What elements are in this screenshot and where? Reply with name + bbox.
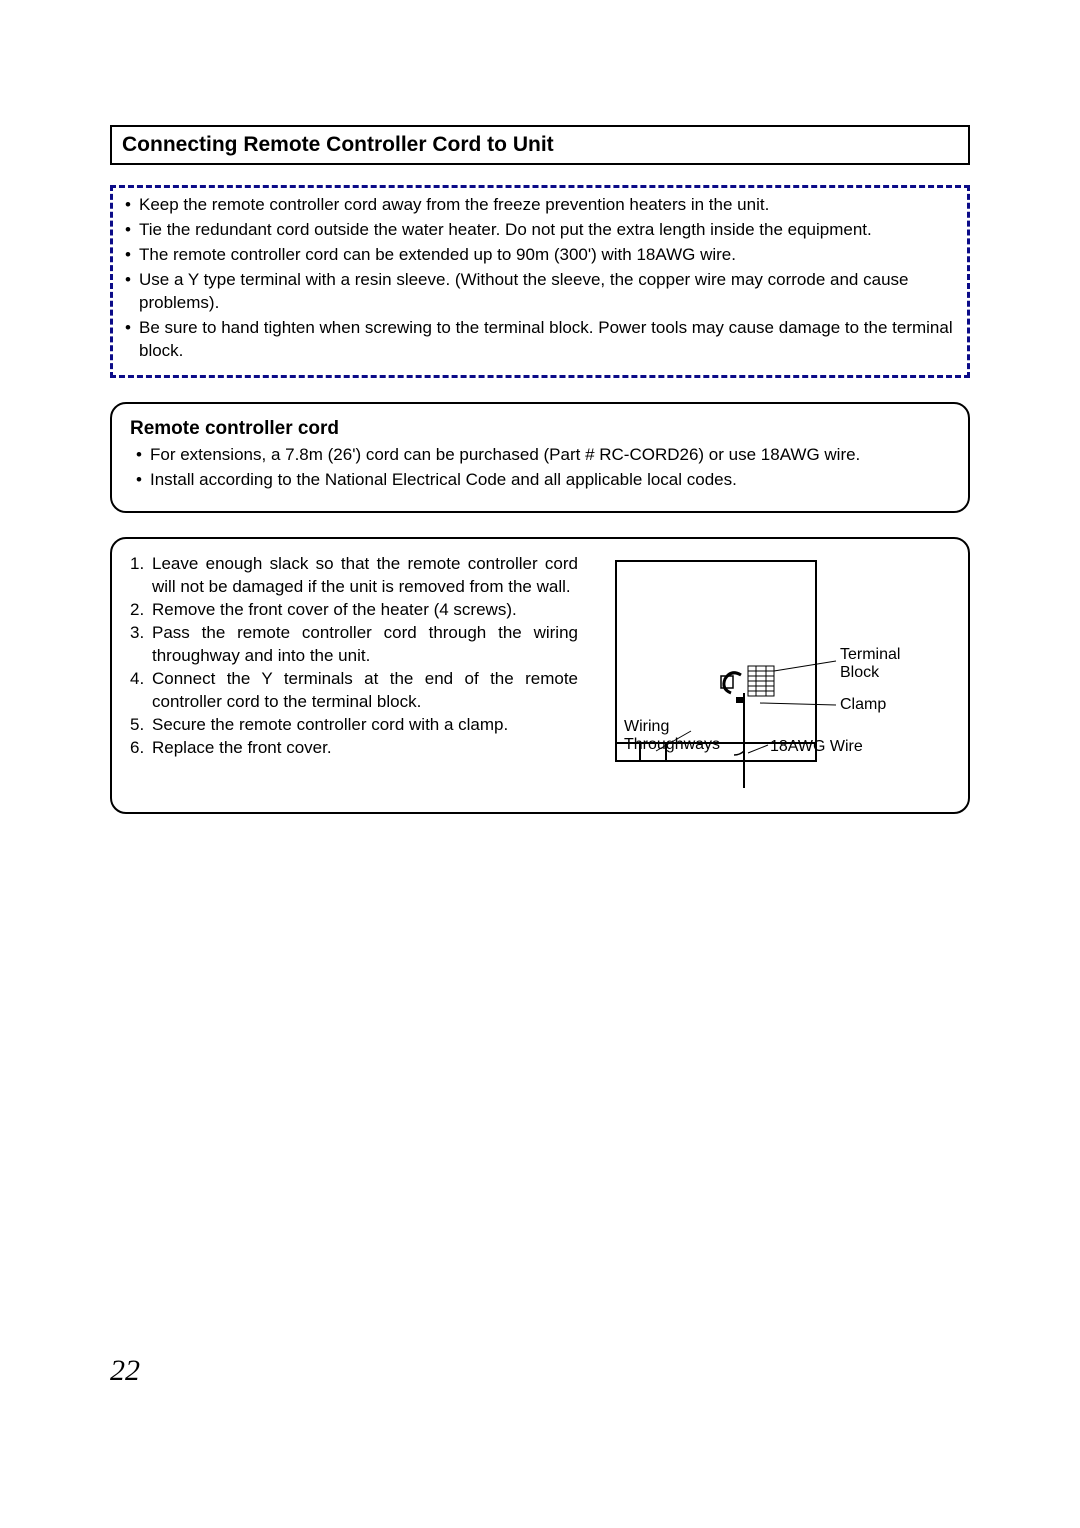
info-list: For extensions, a 7.8m (26') cord can be… bbox=[130, 444, 950, 492]
warning-item: The remote controller cord can be extend… bbox=[125, 244, 955, 267]
step-item: Secure the remote controller cord with a… bbox=[130, 714, 578, 737]
info-box: Remote controller cord For extensions, a… bbox=[110, 402, 970, 514]
diagram-column: Terminal Block Clamp 18AWG Wire Wiring T… bbox=[596, 553, 954, 798]
steps-box: Leave enough slack so that the remote co… bbox=[110, 537, 970, 814]
step-item: Remove the front cover of the heater (4 … bbox=[130, 599, 578, 622]
wiring-diagram: Terminal Block Clamp 18AWG Wire Wiring T… bbox=[596, 553, 954, 793]
svg-text:18AWG Wire: 18AWG Wire bbox=[770, 738, 863, 755]
warning-item: Tie the redundant cord outside the water… bbox=[125, 219, 955, 242]
svg-text:Clamp: Clamp bbox=[840, 696, 886, 713]
warnings-list: Keep the remote controller cord away fro… bbox=[125, 194, 955, 363]
svg-text:Wiring: Wiring bbox=[624, 718, 669, 735]
warning-item: Be sure to hand tighten when screwing to… bbox=[125, 317, 955, 363]
step-item: Pass the remote controller cord through … bbox=[130, 622, 578, 668]
info-item: Install according to the National Electr… bbox=[136, 469, 950, 492]
info-item: For extensions, a 7.8m (26') cord can be… bbox=[136, 444, 950, 467]
page: Connecting Remote Controller Cord to Uni… bbox=[0, 0, 1080, 1528]
svg-text:Terminal: Terminal bbox=[840, 646, 900, 663]
step-item: Connect the Y terminals at the end of th… bbox=[130, 668, 578, 714]
warnings-box: Keep the remote controller cord away fro… bbox=[110, 185, 970, 378]
section-title: Connecting Remote Controller Cord to Uni… bbox=[122, 133, 958, 157]
steps-column: Leave enough slack so that the remote co… bbox=[130, 553, 578, 759]
svg-text:Throughways: Throughways bbox=[624, 736, 720, 753]
page-number: 22 bbox=[110, 1354, 140, 1388]
warning-item: Use a Y type terminal with a resin sleev… bbox=[125, 269, 955, 315]
step-item: Leave enough slack so that the remote co… bbox=[130, 553, 578, 599]
section-title-box: Connecting Remote Controller Cord to Uni… bbox=[110, 125, 970, 165]
info-title: Remote controller cord bbox=[130, 418, 950, 440]
svg-text:Block: Block bbox=[840, 664, 880, 681]
warning-item: Keep the remote controller cord away fro… bbox=[125, 194, 955, 217]
steps-list: Leave enough slack so that the remote co… bbox=[130, 553, 578, 759]
step-item: Replace the front cover. bbox=[130, 737, 578, 760]
